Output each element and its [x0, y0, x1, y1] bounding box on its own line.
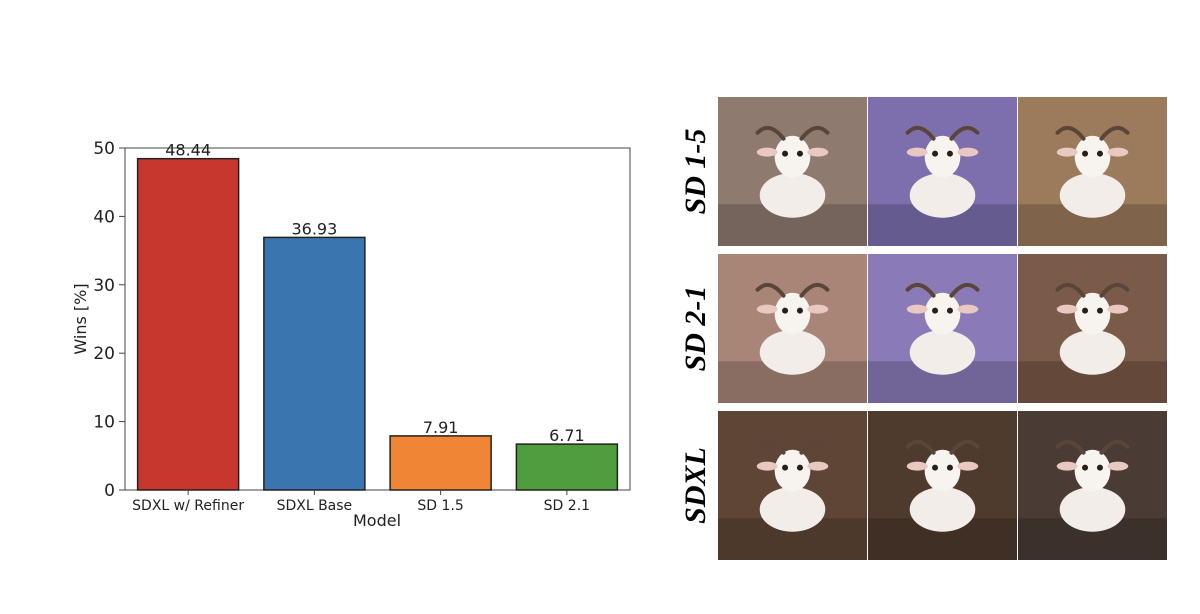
plot-frame: [124, 147, 631, 491]
bars: 48.44 36.93 7.91 6.71: [136, 141, 619, 491]
goat-image: [868, 254, 1017, 403]
y-axis-label: Wins [%]: [71, 283, 90, 354]
bar-chart: 0 10 20 30 40 50 48.44 36.93 7.91 6.71 SDXL w/ R…: [71, 139, 631, 530]
goat-image: [1018, 411, 1167, 560]
y-axis-ticks: 0 10 20 30 40 50: [93, 139, 125, 501]
bar: [263, 236, 366, 491]
goat-image: [1018, 97, 1167, 246]
goat-image: [868, 411, 1017, 560]
x-axis-ticks: SDXL w/ Refiner SDXL Base SD 1.5 SD 2.1: [132, 490, 590, 514]
goat-image: [868, 97, 1017, 246]
bar-value-label: 6.71: [549, 426, 585, 445]
row-label: SD 1-5: [679, 129, 712, 215]
y-tick-label: 0: [104, 481, 115, 501]
bar: [515, 443, 619, 491]
y-tick-label: 50: [93, 139, 115, 159]
x-tick-label: SDXL Base: [277, 498, 353, 514]
goat-image: [718, 97, 867, 246]
x-axis-label: Model: [353, 511, 401, 530]
bar: [136, 157, 240, 491]
y-tick-label: 40: [93, 207, 115, 227]
x-tick-label: SD 1.5: [417, 498, 463, 514]
bar-value-label: 48.44: [165, 141, 211, 160]
y-tick-label: 30: [93, 276, 115, 296]
row-label: SD 2-1: [679, 286, 712, 372]
image-grid: SD 1-5 SD 2-1 SDXL: [679, 97, 1167, 560]
y-tick-label: 20: [93, 344, 115, 364]
goat-image: [1018, 254, 1167, 403]
y-tick-label: 10: [93, 413, 115, 433]
goat-image: [718, 254, 867, 403]
x-tick-label: SDXL w/ Refiner: [132, 498, 244, 514]
row-label: SDXL: [679, 447, 712, 524]
goat-image: [718, 411, 867, 560]
bar-value-label: 7.91: [423, 418, 459, 437]
x-tick-label: SD 2.1: [544, 498, 590, 514]
bar-value-label: 36.93: [291, 219, 337, 238]
bar: [389, 435, 492, 491]
